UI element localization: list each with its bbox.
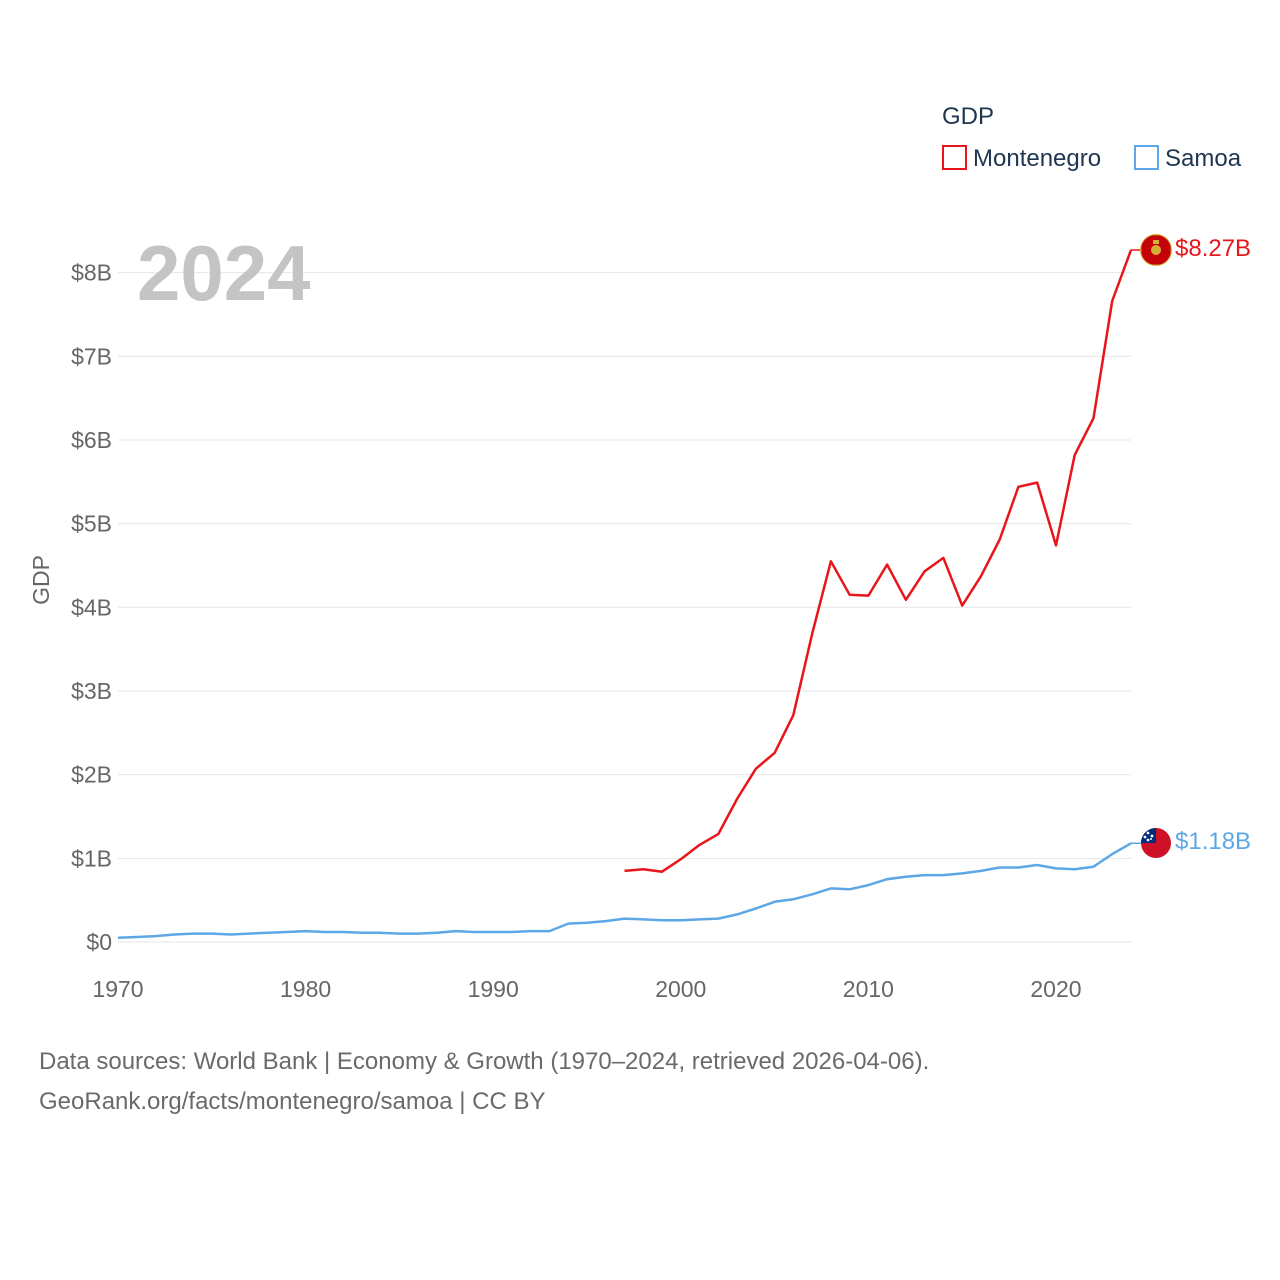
montenegro-flag-icon [1140, 234, 1172, 266]
legend-label-samoa: Samoa [1165, 145, 1242, 172]
legend-swatch-montenegro [942, 145, 967, 170]
legend-item-samoa[interactable]: Samoa [1134, 145, 1242, 172]
y-tick-label: $1B [71, 845, 112, 871]
x-tick-label: 1990 [468, 976, 519, 1002]
legend: GDP Montenegro Samoa [942, 103, 1242, 172]
legend-item-montenegro[interactable]: Montenegro [942, 145, 1101, 172]
y-tick-label: $3B [71, 678, 112, 704]
footer-credit: GeoRank.org/facts/montenegro/samoa | CC … [39, 1088, 546, 1115]
legend-title: GDP [942, 103, 994, 130]
series-line-montenegro[interactable] [624, 249, 1133, 873]
x-tick-label: 2010 [843, 976, 894, 1002]
y-tick-label: $2B [71, 762, 112, 788]
footer-sources: Data sources: World Bank | Economy & Gro… [39, 1048, 930, 1075]
end-label-samoa: $1.18B [1175, 828, 1251, 855]
samoa-flag-icon [1141, 828, 1171, 858]
legend-label-montenegro: Montenegro [973, 145, 1101, 172]
x-tick-label: 1970 [92, 976, 143, 1002]
y-tick-label: $5B [71, 511, 112, 537]
series-lines [117, 249, 1141, 940]
y-tick-label: $7B [71, 343, 112, 369]
x-tick-label: 2000 [655, 976, 706, 1002]
x-tick-label: 2020 [1030, 976, 1081, 1002]
y-tick-label: $6B [71, 427, 112, 453]
series-line-samoa[interactable] [117, 842, 1132, 940]
y-tick-label: $4B [71, 594, 112, 620]
legend-swatch-samoa [1134, 145, 1159, 170]
x-tick-label: 1980 [280, 976, 331, 1002]
gridlines [118, 272, 1131, 943]
gdp-line-chart: $0 $1B $2B $3B $4B $5B $6B $7B $8B 1970 1980 1990 2… [28, 103, 1251, 1002]
end-label-montenegro: $8.27B [1175, 235, 1251, 262]
y-tick-label: $8B [71, 260, 112, 286]
y-axis-title: GDP [28, 555, 54, 605]
chart-footer: Data sources: World Bank | Economy & Gro… [39, 1042, 929, 1122]
x-axis-ticks: 1970 1980 1990 2000 2010 2020 [92, 976, 1081, 1002]
y-tick-label: $0 [86, 929, 112, 955]
year-watermark: 2024 [137, 229, 311, 317]
y-axis-ticks: $0 $1B $2B $3B $4B $5B $6B $7B $8B [71, 260, 112, 955]
